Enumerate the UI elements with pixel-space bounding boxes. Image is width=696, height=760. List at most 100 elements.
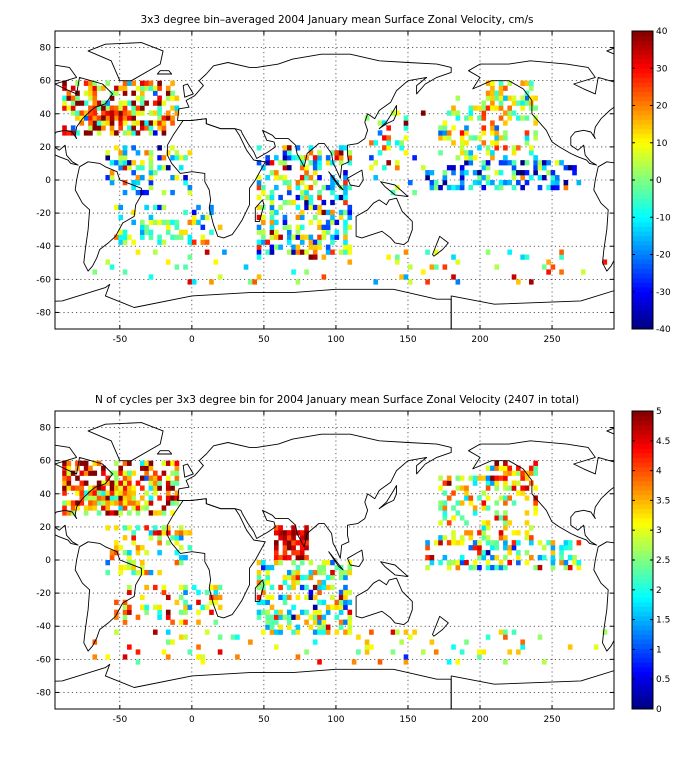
- bin-cell: [541, 545, 547, 551]
- bin-cell: [122, 599, 128, 605]
- bin-cell: [511, 274, 517, 280]
- bin-cell: [170, 639, 175, 645]
- bin-cell: [472, 505, 478, 511]
- bin-cell: [321, 619, 327, 625]
- bin-cell: [511, 530, 517, 536]
- bin-cell: [490, 555, 495, 561]
- bin-cell: [399, 639, 404, 645]
- bin-cell: [516, 279, 521, 285]
- bin-cell: [118, 564, 124, 571]
- bin-cell: [282, 599, 288, 605]
- bin-cell: [338, 609, 344, 615]
- bin-cell: [490, 140, 495, 146]
- colorbar-segment: [632, 110, 653, 116]
- bin-cell: [62, 105, 67, 111]
- colorbar-segment: [632, 690, 653, 696]
- colorbar-segment: [632, 49, 653, 55]
- colorbar-segment: [632, 685, 653, 691]
- colorbar-segment: [632, 35, 653, 41]
- bin-cell: [485, 465, 491, 471]
- bin-cell: [541, 659, 547, 665]
- bin-cell: [170, 495, 175, 501]
- bin-cell: [187, 234, 193, 240]
- bin-cell: [511, 175, 517, 181]
- bin-cell: [131, 120, 136, 126]
- x-tick-label: 100: [327, 335, 344, 345]
- bin-cell: [438, 500, 443, 506]
- bin-cell: [278, 614, 283, 620]
- bin-cell: [442, 170, 448, 176]
- bin-cell: [572, 170, 577, 176]
- coastline: [347, 169, 364, 188]
- bin-cell: [105, 525, 111, 531]
- bin-cell: [459, 175, 465, 181]
- bin-cell: [291, 550, 296, 556]
- bin-cell: [269, 199, 275, 206]
- bin-cell: [334, 219, 340, 225]
- bin-cell: [114, 525, 119, 531]
- bin-cell: [122, 160, 128, 166]
- bin-cell: [503, 135, 508, 141]
- bin-cell: [338, 160, 344, 166]
- bin-cell: [157, 125, 162, 131]
- bin-cell: [369, 155, 374, 161]
- bin-cell: [291, 199, 296, 206]
- bin-cell: [114, 614, 119, 620]
- bin-cell: [109, 500, 115, 506]
- bin-cell: [321, 254, 327, 260]
- bin-cell: [248, 639, 253, 645]
- bin-cell: [481, 125, 487, 131]
- bin-cell: [464, 170, 469, 176]
- colorbar-segment: [632, 273, 653, 279]
- bin-cell: [343, 184, 348, 191]
- bin-cell: [140, 165, 145, 171]
- bin-cell: [563, 540, 569, 546]
- bin-cell: [537, 634, 543, 640]
- colorbar-segment: [632, 305, 653, 311]
- bin-cell: [118, 569, 124, 576]
- bin-cell: [464, 639, 469, 645]
- bin-cell: [135, 175, 141, 181]
- coastline: [380, 181, 409, 198]
- bin-cell: [286, 145, 292, 151]
- bin-cell: [204, 629, 210, 635]
- bin-cell: [256, 584, 262, 591]
- bin-cell: [66, 95, 72, 101]
- bin-cell: [338, 604, 344, 610]
- bin-cell: [114, 130, 119, 136]
- bin-cell: [364, 639, 370, 645]
- bin-cell: [131, 115, 136, 121]
- bin-cell: [101, 485, 106, 491]
- bin-cell: [127, 125, 132, 131]
- bin-cell: [559, 555, 564, 561]
- bin-cell: [524, 80, 530, 86]
- bin-cell: [114, 609, 119, 615]
- bin-cell: [295, 654, 301, 660]
- bin-cell: [468, 475, 474, 481]
- colorbar-segment: [632, 527, 653, 533]
- colorbar-segment: [632, 133, 653, 139]
- y-tick-label: 80: [40, 44, 52, 54]
- bin-cell: [330, 584, 335, 591]
- bin-cell: [364, 649, 370, 655]
- bin-cell: [429, 264, 435, 270]
- bin-cell: [178, 545, 184, 551]
- bin-cell: [269, 214, 275, 221]
- bin-cell: [299, 535, 305, 541]
- colorbar-segment: [632, 639, 653, 645]
- bin-cell: [131, 184, 136, 191]
- bin-cell: [131, 239, 136, 245]
- bin-cell: [114, 204, 119, 211]
- bin-cell: [122, 619, 128, 625]
- bin-cell: [286, 545, 292, 551]
- bin-cell: [83, 480, 89, 486]
- bin-cell: [533, 95, 538, 101]
- bin-cell: [148, 110, 154, 116]
- bin-cell: [498, 115, 504, 121]
- coastline: [177, 53, 452, 179]
- colorbar-segment: [632, 82, 653, 88]
- bin-cell: [325, 160, 331, 166]
- colorbar-segment: [632, 63, 653, 69]
- bin-cell: [399, 145, 404, 151]
- bin-cell: [455, 475, 461, 481]
